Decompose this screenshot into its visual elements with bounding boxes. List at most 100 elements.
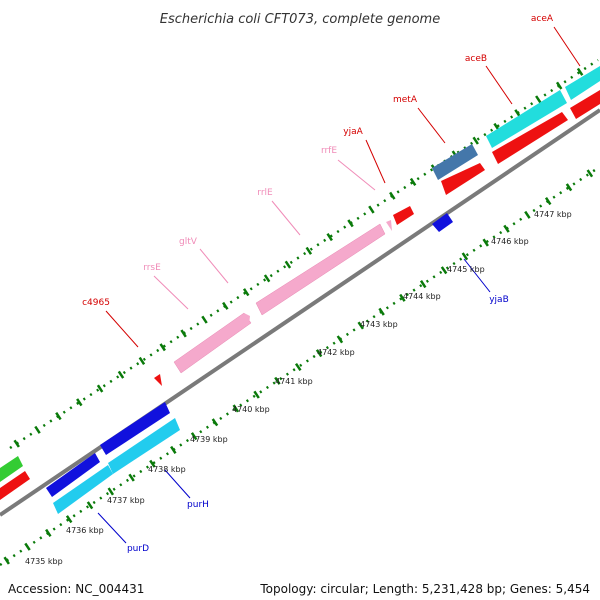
lower-tick-25 <box>524 210 531 219</box>
label-rrsE: rrsE <box>143 263 161 273</box>
lower-tick-26 <box>544 197 552 206</box>
upper-tick-track <box>9 58 599 450</box>
label-gltV: gltV <box>179 237 198 247</box>
lower-tick-3 <box>65 515 73 524</box>
upper-tick-4 <box>96 384 104 393</box>
lower-tick-2 <box>45 528 52 537</box>
leader-rrsE <box>153 275 189 310</box>
upper-tick-26 <box>555 81 563 90</box>
genome-summary-text: Topology: circular; Length: 5,231,428 bp… <box>260 582 590 596</box>
lower-tick-7 <box>149 459 156 468</box>
gene-arrow-gltV <box>244 313 250 325</box>
lower-tick-19 <box>399 293 406 302</box>
upper-tick-22 <box>472 136 479 145</box>
tick-label-4740: 4740 kbp <box>232 405 270 414</box>
leader-aceB <box>485 65 513 105</box>
label-rrfE: rrfE <box>321 146 337 156</box>
gene-arrow-blue-2 <box>100 402 170 455</box>
upper-tick-17 <box>368 205 375 214</box>
label-yjaA: yjaA <box>343 127 363 137</box>
label-yjaB: yjaB <box>489 295 509 305</box>
gene-labels: c4965 rrsE gltV rrlE rrfE yjaA metA aceB… <box>82 14 554 554</box>
lower-tick-6 <box>128 473 135 482</box>
lower-tick-23 <box>482 238 489 247</box>
tick-label-4746: 4746 kbp <box>491 237 529 246</box>
upper-tick-6 <box>138 356 146 365</box>
gene-arrow-cyan-purH <box>108 418 180 474</box>
lower-tick-4 <box>86 501 94 510</box>
label-purH: purH <box>187 500 209 510</box>
lower-tick-1 <box>24 542 31 551</box>
tick-label-4744: 4744 kbp <box>403 292 441 301</box>
upper-tick-12 <box>263 274 271 283</box>
leader-rrlE <box>271 200 301 236</box>
upper-tick-8 <box>180 329 187 338</box>
tick-label-4742: 4742 kbp <box>317 348 355 357</box>
leader-purH <box>164 469 191 499</box>
gene-block-steelblue <box>432 144 478 180</box>
lower-tick-5 <box>107 487 115 496</box>
gene-arrow-yjaA <box>393 206 414 225</box>
gene-arrow-metA <box>441 163 485 195</box>
lower-tick-27 <box>565 183 573 192</box>
tick-label-4736: 4736 kbp <box>66 526 104 535</box>
upper-tick-15 <box>326 233 333 242</box>
reverse-strand-features <box>46 213 453 514</box>
lower-tick-20 <box>419 280 427 289</box>
upper-tick-9 <box>201 315 208 324</box>
upper-tick-14 <box>305 246 313 255</box>
upper-tick-13 <box>284 260 292 269</box>
leader-gltV <box>199 248 229 284</box>
lower-tick-14 <box>294 362 302 372</box>
map-title: Escherichia coli CFT073, complete genome <box>160 12 440 27</box>
gene-block-cyan-acebB <box>486 90 567 148</box>
gene-arrow-rrlE <box>255 223 386 316</box>
leader-purD <box>97 512 127 544</box>
label-rrlE: rrlE <box>257 188 273 198</box>
lower-tick-16 <box>336 335 344 344</box>
upper-tick-24 <box>514 109 521 118</box>
label-c4965: c4965 <box>82 298 110 308</box>
upper-tick-19 <box>409 177 417 186</box>
genome-backbone <box>0 108 600 517</box>
kbp-tick-labels: 4735 kbp 4736 kbp 4737 kbp 4738 kbp 4739… <box>25 210 572 566</box>
lower-tick-9 <box>190 432 198 441</box>
lower-tick-24 <box>503 224 510 233</box>
lower-tick-10 <box>211 418 219 427</box>
lower-tick-8 <box>170 445 177 454</box>
label-aceB: aceB <box>465 54 487 64</box>
tick-label-4739: 4739 kbp <box>190 435 228 444</box>
leader-metA <box>417 107 446 144</box>
gene-arrow-rrsE <box>173 312 252 374</box>
leader-yjaB <box>463 258 491 293</box>
gene-block-cyan-aceA <box>565 66 600 100</box>
leader-aceA <box>553 26 581 67</box>
lower-tick-17 <box>357 321 365 330</box>
lower-major-ticks <box>3 169 594 565</box>
lower-tick-13 <box>274 376 281 385</box>
gene-arrow-blue-1 <box>46 453 100 497</box>
tick-label-4745: 4745 kbp <box>447 265 485 274</box>
lower-tick-21 <box>440 266 448 275</box>
label-aceA: aceA <box>531 14 554 24</box>
accession-text: Accession: NC_004431 <box>8 582 145 596</box>
leader-yjaA <box>365 139 386 184</box>
upper-tick-18 <box>389 191 396 200</box>
upper-tick-27 <box>576 67 584 76</box>
lower-tick-18 <box>378 307 385 316</box>
gene-arrow-green-left <box>0 456 23 482</box>
lower-tick-28 <box>586 169 594 178</box>
lower-tick-15 <box>315 349 323 358</box>
gene-arrow-yjaB <box>432 213 453 232</box>
lower-tick-22 <box>461 252 469 261</box>
label-purD: purD <box>127 544 149 554</box>
tick-label-4741: 4741 kbp <box>275 377 313 386</box>
tick-label-4735: 4735 kbp <box>25 557 63 566</box>
leader-lines <box>97 26 581 544</box>
upper-tick-1 <box>34 425 41 434</box>
upper-tick-0 <box>13 439 20 448</box>
upper-tick-2 <box>55 412 62 421</box>
gene-arrow-aceB <box>492 112 568 164</box>
lower-tick-0 <box>3 556 10 565</box>
